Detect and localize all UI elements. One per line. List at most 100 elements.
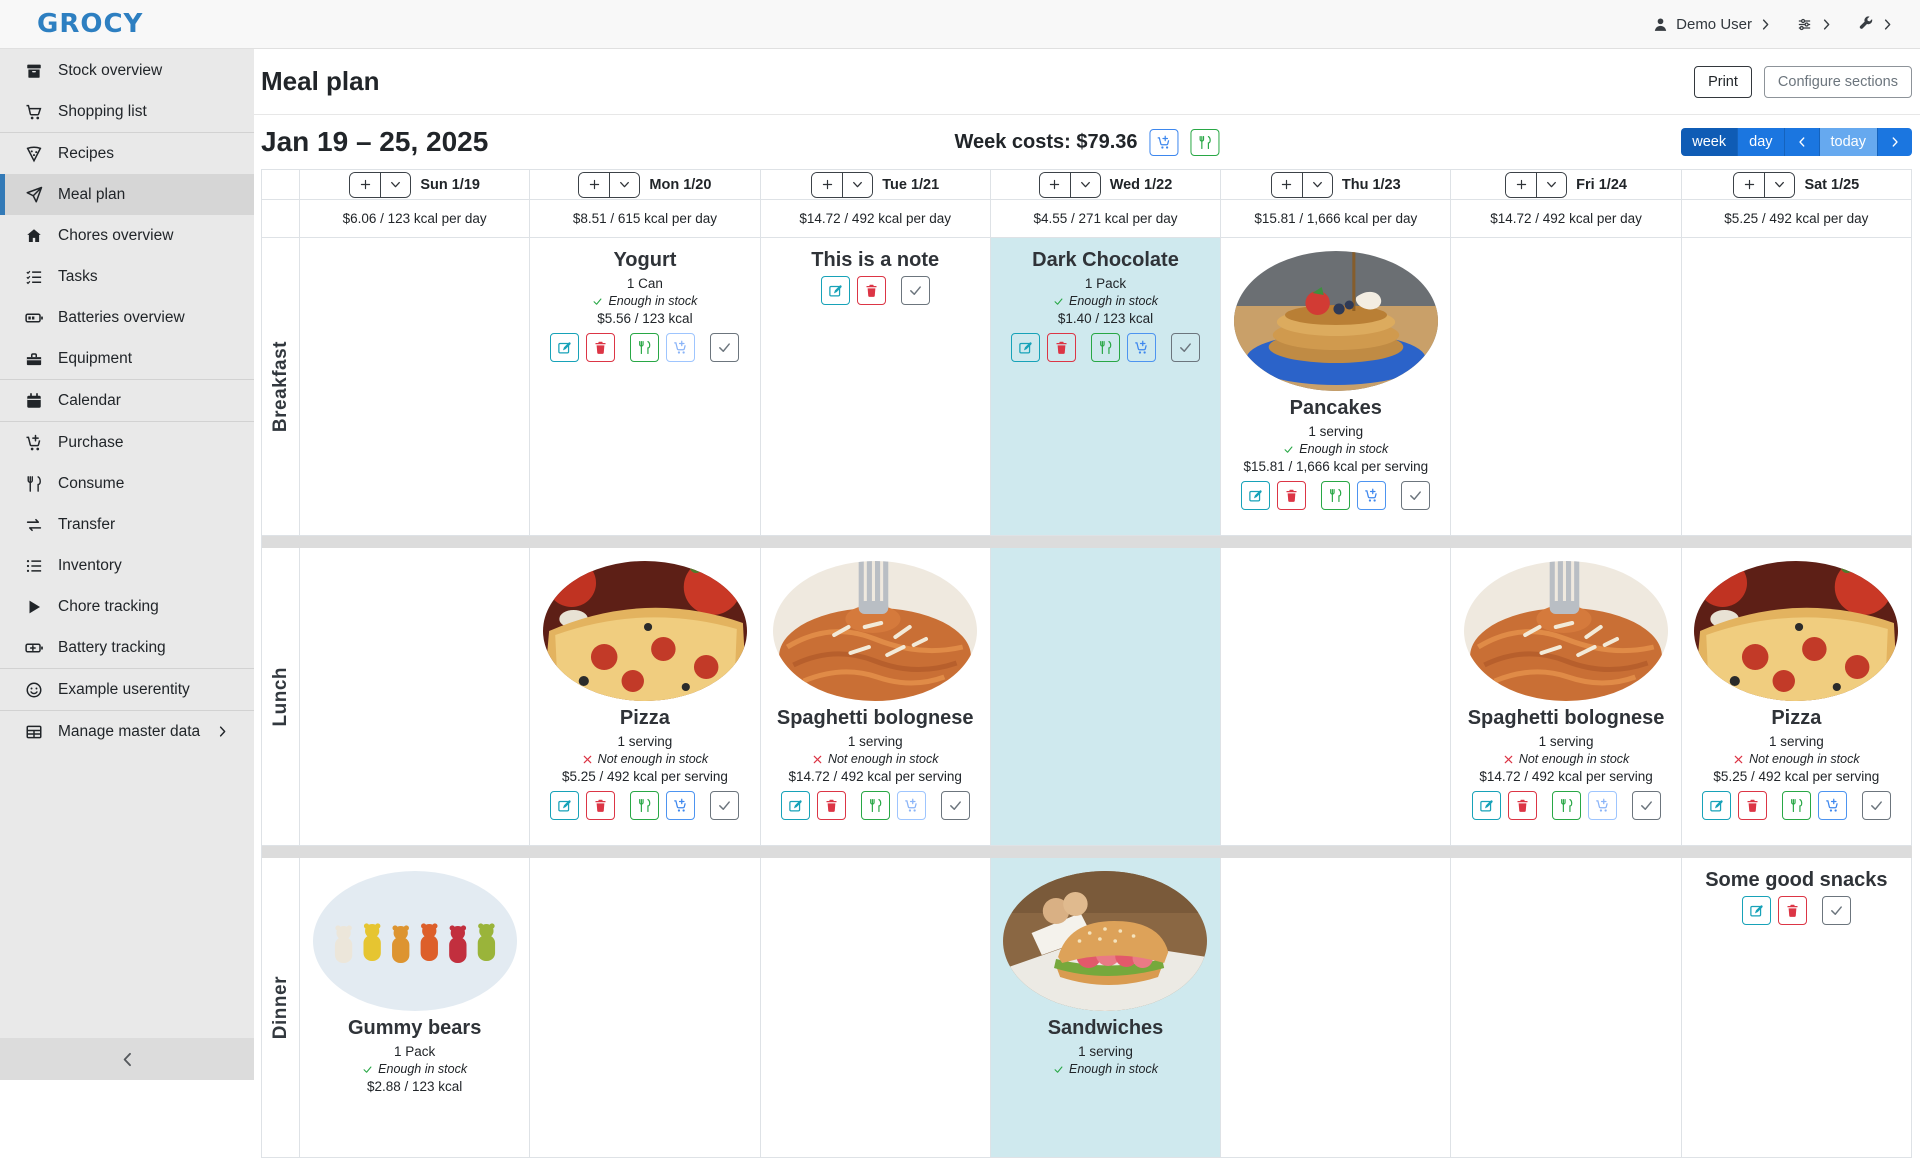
add-week-to-shopping-list-button[interactable] bbox=[1149, 128, 1179, 156]
prev-button[interactable] bbox=[1783, 128, 1819, 156]
add-meal-button[interactable] bbox=[1734, 172, 1765, 197]
check-icon bbox=[717, 340, 732, 355]
day-costs-label: $6.06 / 123 kcal per day bbox=[342, 211, 487, 226]
delete-button[interactable] bbox=[856, 276, 886, 305]
add-meal-button[interactable] bbox=[812, 172, 843, 197]
user-menu[interactable]: Demo User bbox=[1652, 16, 1772, 33]
mark-done-button[interactable] bbox=[1170, 333, 1200, 362]
sidebar-item-tasks[interactable]: Tasks bbox=[0, 256, 254, 297]
consume-button[interactable] bbox=[1551, 791, 1581, 820]
day-menu-button[interactable] bbox=[380, 172, 411, 197]
delete-button[interactable] bbox=[1277, 481, 1307, 510]
day-add-group bbox=[811, 171, 874, 198]
consume-week-button[interactable] bbox=[1190, 128, 1220, 156]
consume-button[interactable] bbox=[630, 333, 660, 362]
sidebar-item-recipes[interactable]: Recipes bbox=[0, 133, 254, 174]
sidebar-item-stock-overview[interactable]: Stock overview bbox=[0, 50, 254, 91]
cart-plus-icon bbox=[904, 798, 919, 813]
view-day-button[interactable]: day bbox=[1737, 128, 1784, 156]
add-meal-button[interactable] bbox=[1506, 172, 1537, 197]
add-to-shopping-list-button[interactable] bbox=[1357, 481, 1387, 510]
consume-button[interactable] bbox=[1321, 481, 1351, 510]
edit-button[interactable] bbox=[550, 333, 580, 362]
mark-done-button[interactable] bbox=[1401, 481, 1431, 510]
sidebar-collapse-button[interactable] bbox=[0, 1038, 254, 1080]
consume-button[interactable] bbox=[1090, 333, 1120, 362]
meal-cell-breakfast-wed-1-22: Dark Chocolate 1 Pack Enough in stock $1.40… bbox=[990, 238, 1222, 536]
meal-cell-lunch-wed-1-22 bbox=[990, 548, 1222, 846]
delete-button[interactable] bbox=[586, 791, 616, 820]
day-menu-button[interactable] bbox=[609, 172, 640, 197]
sidebar-item-battery-tracking[interactable]: Battery tracking bbox=[0, 627, 254, 668]
edit-icon bbox=[1749, 903, 1764, 918]
sidebar-item-shopping-list[interactable]: Shopping list bbox=[0, 91, 254, 132]
sidebar-item-purchase[interactable]: Purchase bbox=[0, 422, 254, 463]
add-meal-button[interactable] bbox=[350, 172, 381, 197]
delete-button[interactable] bbox=[586, 333, 616, 362]
edit-button[interactable] bbox=[1471, 791, 1501, 820]
add-meal-button[interactable] bbox=[1039, 172, 1070, 197]
sidebar-item-equipment[interactable]: Equipment bbox=[0, 338, 254, 379]
edit-button[interactable] bbox=[1241, 481, 1271, 510]
add-meal-button[interactable] bbox=[579, 172, 610, 197]
add-to-shopping-list-button[interactable] bbox=[1587, 791, 1617, 820]
sidebar-item-transfer[interactable]: Transfer bbox=[0, 504, 254, 545]
meal-item-actions bbox=[767, 791, 984, 820]
section-label-lunch: Lunch bbox=[262, 548, 300, 846]
mark-done-button[interactable] bbox=[1631, 791, 1661, 820]
sidebar-item-chores-overview[interactable]: Chores overview bbox=[0, 215, 254, 256]
add-to-shopping-list-button[interactable] bbox=[666, 791, 696, 820]
consume-button[interactable] bbox=[860, 791, 890, 820]
day-menu-button[interactable] bbox=[842, 172, 873, 197]
sidebar-item-meal-plan[interactable]: Meal plan bbox=[0, 174, 254, 215]
delete-button[interactable] bbox=[816, 791, 846, 820]
day-menu-button[interactable] bbox=[1764, 172, 1795, 197]
sidebar-item-chore-tracking[interactable]: Chore tracking bbox=[0, 586, 254, 627]
mark-done-button[interactable] bbox=[1821, 896, 1851, 925]
mark-done-button[interactable] bbox=[1861, 791, 1891, 820]
add-to-shopping-list-button[interactable] bbox=[1126, 333, 1156, 362]
print-button[interactable]: Print bbox=[1694, 65, 1752, 98]
consume-button[interactable] bbox=[1781, 791, 1811, 820]
day-header-wed-1-22: Wed 1/22 bbox=[990, 170, 1222, 200]
edit-button[interactable] bbox=[550, 791, 580, 820]
edit-button[interactable] bbox=[820, 276, 850, 305]
delete-button[interactable] bbox=[1777, 896, 1807, 925]
next-button[interactable] bbox=[1877, 128, 1912, 156]
section-divider bbox=[262, 536, 1912, 548]
sidebar-item-batteries-overview[interactable]: Batteries overview bbox=[0, 297, 254, 338]
sidebar-item-example-userentity[interactable]: Example userentity bbox=[0, 669, 254, 710]
day-menu-button[interactable] bbox=[1301, 172, 1332, 197]
meal-item-title: Spaghetti bolognese bbox=[1467, 707, 1665, 729]
settings-menu[interactable] bbox=[1796, 16, 1833, 33]
house-icon bbox=[24, 227, 44, 245]
consume-button[interactable] bbox=[630, 791, 660, 820]
mark-done-button[interactable] bbox=[900, 276, 930, 305]
admin-menu[interactable] bbox=[1857, 15, 1894, 33]
view-week-button[interactable]: week bbox=[1681, 128, 1738, 156]
mark-done-button[interactable] bbox=[710, 791, 740, 820]
edit-button[interactable] bbox=[1741, 896, 1771, 925]
add-to-shopping-list-button[interactable] bbox=[896, 791, 926, 820]
sidebar-item-inventory[interactable]: Inventory bbox=[0, 545, 254, 586]
spaghetti-image bbox=[1464, 561, 1669, 701]
delete-button[interactable] bbox=[1737, 791, 1767, 820]
add-meal-button[interactable] bbox=[1271, 172, 1302, 197]
sidebar-item-manage-master-data[interactable]: Manage master data bbox=[0, 711, 254, 752]
add-to-shopping-list-button[interactable] bbox=[1817, 791, 1847, 820]
mark-done-button[interactable] bbox=[940, 791, 970, 820]
delete-button[interactable] bbox=[1507, 791, 1537, 820]
delete-button[interactable] bbox=[1046, 333, 1076, 362]
edit-button[interactable] bbox=[780, 791, 810, 820]
today-button[interactable]: today bbox=[1818, 128, 1877, 156]
edit-button[interactable] bbox=[1010, 333, 1040, 362]
day-menu-button[interactable] bbox=[1536, 172, 1567, 197]
mark-done-button[interactable] bbox=[710, 333, 740, 362]
configure-sections-button[interactable]: Configure sections bbox=[1763, 65, 1912, 98]
sidebar-item-consume[interactable]: Consume bbox=[0, 463, 254, 504]
day-menu-button[interactable] bbox=[1069, 172, 1100, 197]
sidebar-item-calendar[interactable]: Calendar bbox=[0, 380, 254, 421]
add-to-shopping-list-button[interactable] bbox=[666, 333, 696, 362]
edit-button[interactable] bbox=[1701, 791, 1731, 820]
edit-icon bbox=[1709, 798, 1724, 813]
